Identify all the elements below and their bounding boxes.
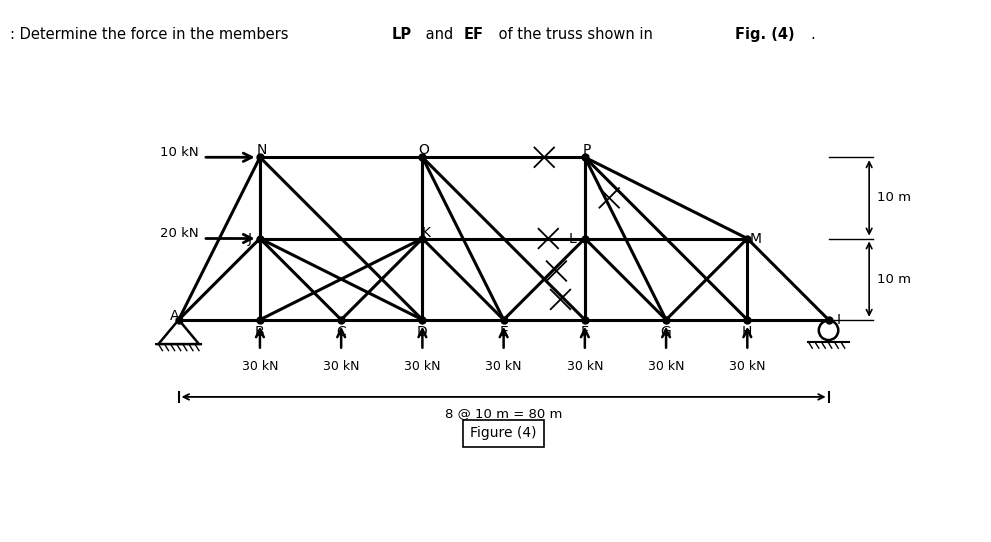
Text: .: . [811,27,816,42]
Text: F: F [581,325,589,339]
Text: of the truss shown in: of the truss shown in [494,27,657,42]
Text: D: D [417,325,428,339]
Text: O: O [418,143,429,157]
Text: 10 kN: 10 kN [161,146,199,159]
Text: H: H [742,325,752,339]
Text: Fig. (4): Fig. (4) [735,27,795,42]
Text: 20 kN: 20 kN [161,227,199,240]
Text: B: B [255,325,265,339]
Text: 30 kN: 30 kN [323,360,360,373]
Text: : Determine the force in the members: : Determine the force in the members [10,27,293,42]
Text: E: E [499,325,508,339]
Text: N: N [257,143,267,157]
Text: 8 @ 10 m = 80 m: 8 @ 10 m = 80 m [445,406,562,420]
Text: 10 m: 10 m [877,191,912,204]
Text: 30 kN: 30 kN [242,360,278,373]
Text: and: and [421,27,458,42]
Text: A: A [169,309,179,322]
Text: EF: EF [464,27,484,42]
Text: LP: LP [391,27,411,42]
Text: K: K [422,226,431,240]
Text: M: M [749,231,761,246]
Text: J: J [248,231,252,246]
Text: L: L [569,231,577,246]
Text: 30 kN: 30 kN [729,360,766,373]
Text: Figure (4): Figure (4) [471,427,537,441]
Text: 30 kN: 30 kN [404,360,441,373]
Text: G: G [661,325,672,339]
Text: 30 kN: 30 kN [648,360,685,373]
Text: 10 m: 10 m [877,273,912,286]
Text: I: I [836,313,840,327]
Text: P: P [583,143,591,157]
Text: 30 kN: 30 kN [486,360,522,373]
Text: 30 kN: 30 kN [567,360,604,373]
Text: C: C [336,325,346,339]
